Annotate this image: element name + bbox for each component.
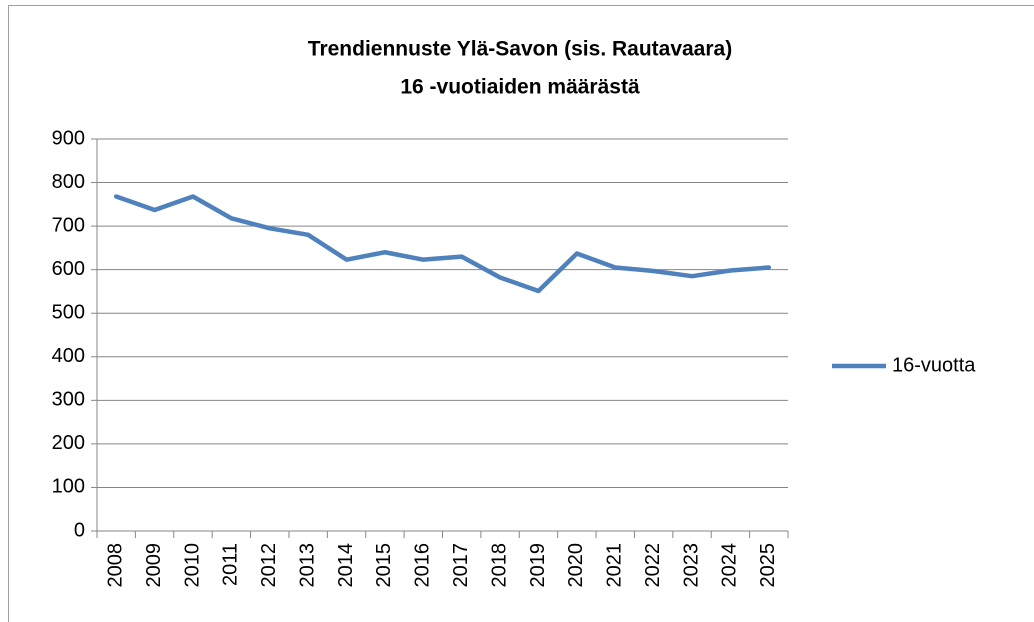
x-tick-label: 2012 (258, 543, 280, 588)
x-tick-label: 2017 (450, 543, 472, 588)
y-tick-label: 300 (52, 389, 85, 411)
x-tick-label: 2013 (296, 543, 318, 588)
x-tick-label: 2010 (181, 543, 203, 588)
x-tick-label: 2025 (757, 543, 779, 588)
y-tick-label: 700 (52, 214, 85, 236)
y-tick-label: 600 (52, 258, 85, 280)
y-tick-label: 200 (52, 432, 85, 454)
legend-label: 16-vuotta (892, 354, 976, 376)
x-tick-label: 2014 (335, 543, 357, 588)
y-tick-label: 800 (52, 171, 85, 193)
x-tick-label: 2019 (527, 543, 549, 588)
x-tick-label: 2020 (565, 543, 587, 588)
x-tick-label: 2011 (220, 543, 242, 586)
x-tick-label: 2021 (604, 543, 626, 588)
x-tick-label: 2016 (412, 543, 434, 588)
x-tick-label: 2009 (143, 543, 165, 588)
x-tick-label: 2015 (373, 543, 395, 588)
y-tick-label: 400 (52, 345, 85, 367)
x-tick-label: 2022 (642, 543, 664, 588)
chart-title: Trendiennuste Ylä-Savon (sis. Rautavaara… (308, 38, 732, 61)
x-tick-label: 2023 (680, 543, 702, 588)
x-tick-label: 2008 (104, 543, 126, 588)
chart-frame (8, 5, 1034, 622)
y-tick-label: 500 (52, 302, 85, 324)
x-tick-label: 2024 (719, 543, 741, 588)
data-line (113, 194, 772, 294)
y-tick-label: 100 (52, 476, 85, 498)
chart-subtitle: 16 -vuotiaiden määrästä (400, 76, 640, 99)
y-tick-label: 0 (74, 519, 85, 541)
x-tick-label: 2018 (488, 543, 510, 588)
y-tick-label: 900 (52, 127, 85, 149)
